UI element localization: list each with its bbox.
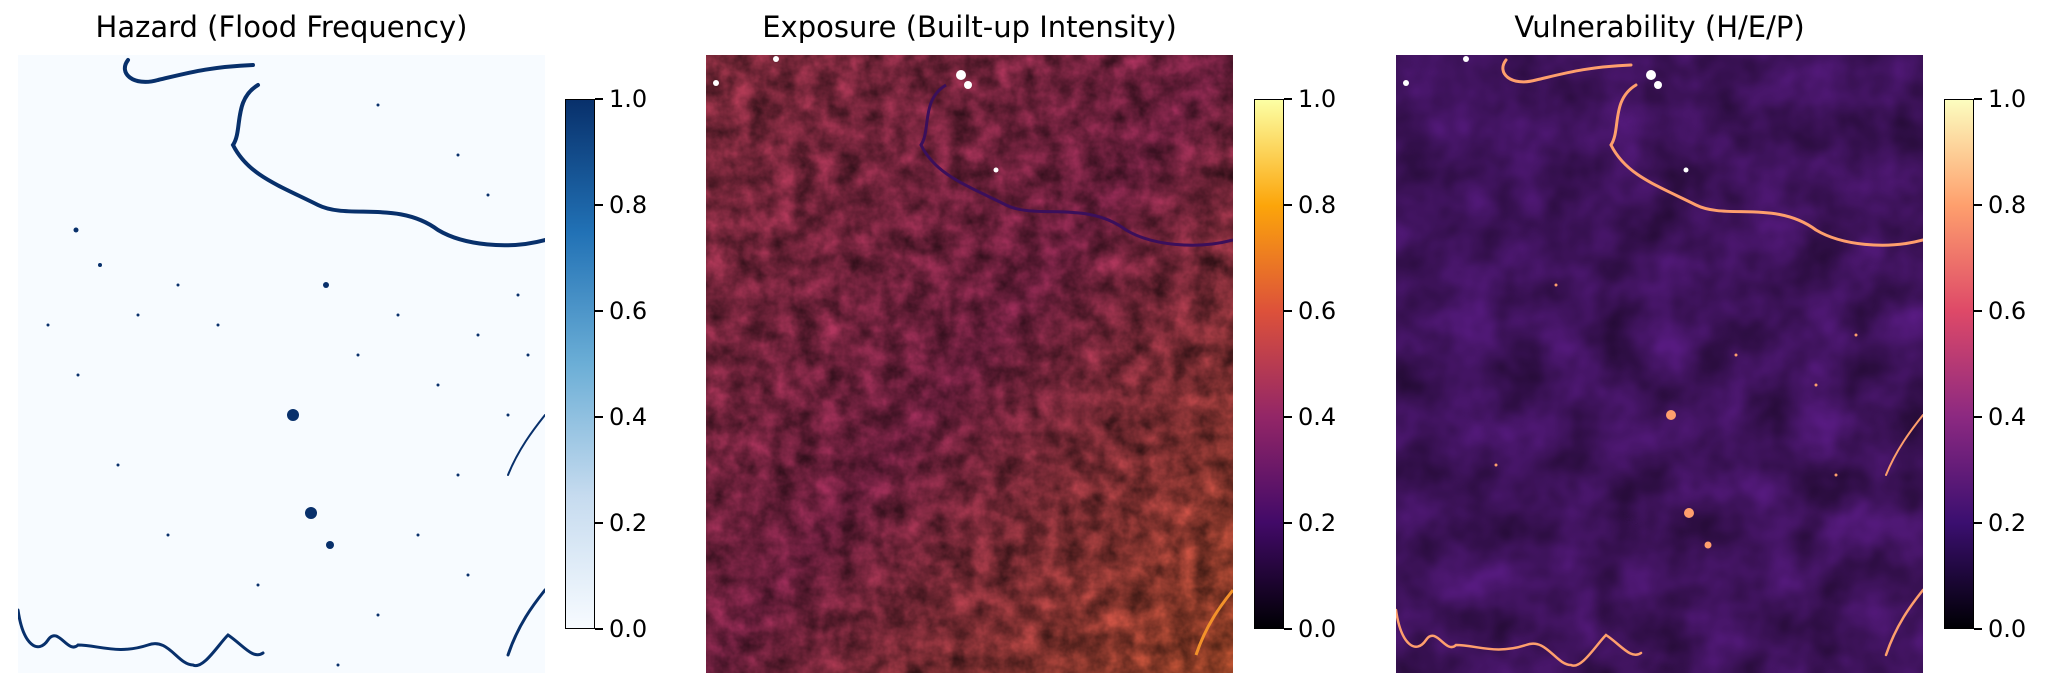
colorbar-tick: 0.4 xyxy=(1283,403,1337,431)
hazard-map xyxy=(18,55,545,673)
colorbar-tick: 0.0 xyxy=(594,615,648,643)
colorbar-tick: 1.0 xyxy=(1283,85,1337,113)
vulnerability-title: Vulnerability (H/E/P) xyxy=(1514,10,1805,44)
colorbar-tick: 0.2 xyxy=(1973,509,2027,537)
colorbar-tick: 0.6 xyxy=(1973,297,2027,325)
colorbar-tick: 0.0 xyxy=(1973,615,2027,643)
colorbar-tick: 0.2 xyxy=(1283,509,1337,537)
exposure-colorbar xyxy=(1254,99,1284,629)
colorbar-tick: 0.2 xyxy=(594,509,648,537)
hazard-title: Hazard (Flood Frequency) xyxy=(95,10,468,44)
colorbar-tick: 0.8 xyxy=(594,191,648,219)
exposure-title: Exposure (Built-up Intensity) xyxy=(762,10,1177,44)
colorbar-tick: 0.4 xyxy=(1973,403,2027,431)
vulnerability-map xyxy=(1396,55,1923,673)
colorbar-tick: 0.8 xyxy=(1973,191,2027,219)
exposure-map xyxy=(706,55,1233,673)
colorbar-tick: 0.6 xyxy=(1283,297,1337,325)
colorbar-tick: 0.8 xyxy=(1283,191,1337,219)
colorbar-tick: 0.6 xyxy=(594,297,648,325)
colorbar-tick: 0.0 xyxy=(1283,615,1337,643)
vulnerability-colorbar xyxy=(1944,99,1974,629)
colorbar-tick: 0.4 xyxy=(594,403,648,431)
colorbar-tick: 1.0 xyxy=(1973,85,2027,113)
hazard-colorbar xyxy=(565,99,595,629)
colorbar-tick: 1.0 xyxy=(594,85,648,113)
